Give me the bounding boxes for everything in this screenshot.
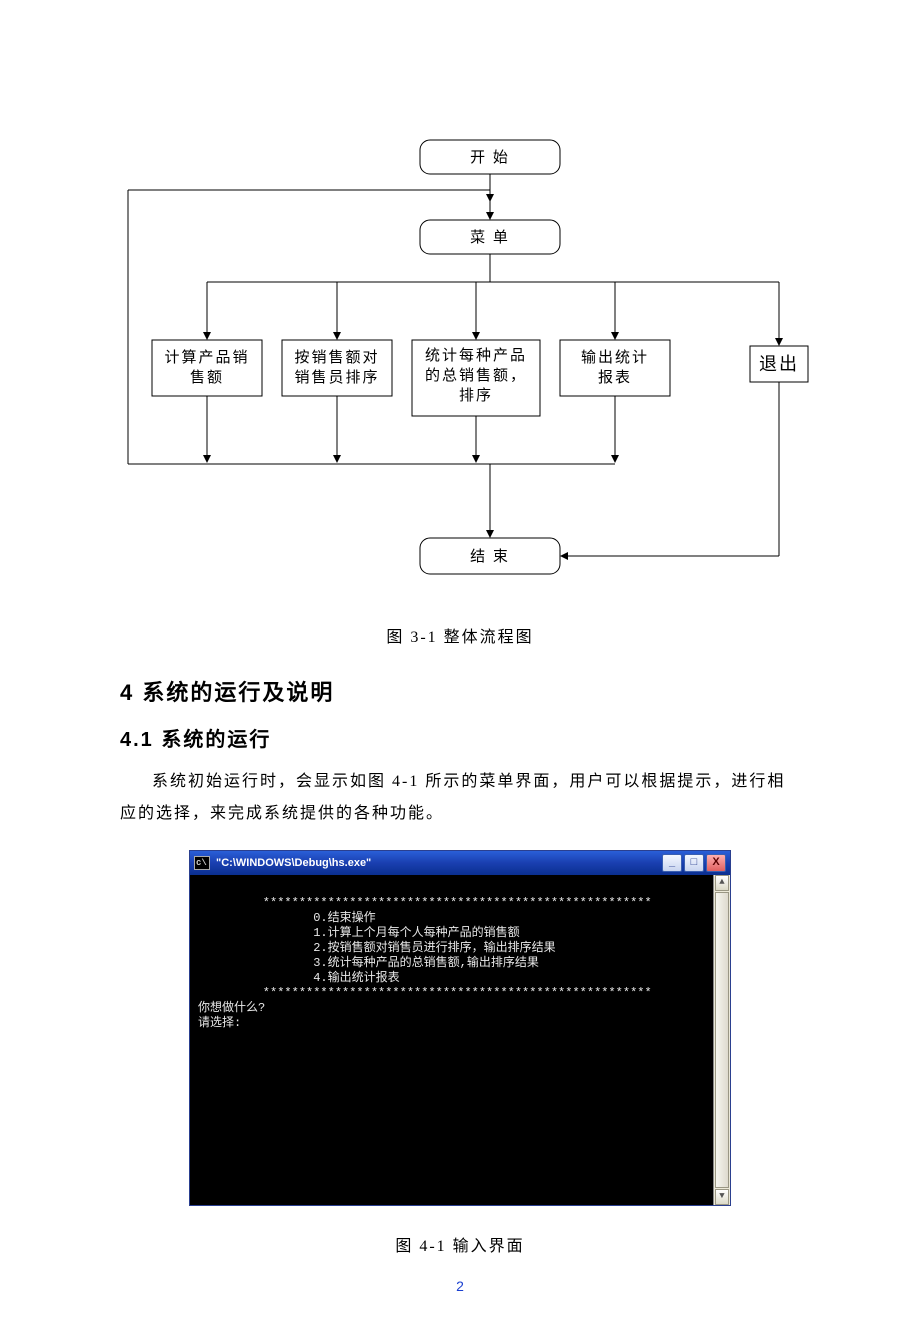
scroll-thumb[interactable] [715, 892, 729, 1188]
console-line: 1.计算上个月每个人每种产品的销售额 [198, 926, 520, 940]
console-line: ****************************************… [198, 986, 652, 1000]
console-line: ****************************************… [198, 896, 652, 910]
flow-node-end: 结 束 [470, 548, 510, 565]
section-heading: 4 系统的运行及说明 [120, 675, 800, 707]
close-button[interactable]: X [706, 854, 726, 872]
flow-node-stat-l3: 排序 [459, 387, 493, 404]
titlebar: c\ "C:\WINDOWS\Debug\hs.exe" _ □ X [190, 851, 730, 875]
subsection-heading: 4.1 系统的运行 [120, 723, 800, 752]
cmd-icon: c\ [194, 856, 210, 870]
console-body: ****************************************… [190, 875, 730, 1205]
console-line: 0.结束操作 [198, 911, 376, 925]
flowchart: 开 始 菜 单 计算产品销 售额 按销售额对 销售员排序 统计每种产品 的总销售… [120, 130, 810, 605]
body-paragraph: 系统初始运行时，会显示如图 4-1 所示的菜单界面，用户可以根据提示，进行相应的… [120, 766, 800, 830]
flow-node-sort-l2: 销售员排序 [294, 369, 379, 386]
flow-node-calc-l2: 售额 [190, 369, 224, 386]
console-line: 2.按销售额对销售员进行排序，输出排序结果 [198, 941, 556, 955]
console-line: 请选择: [198, 1016, 241, 1030]
page-number: 2 [0, 1278, 920, 1294]
flow-node-calc-l1: 计算产品销 [164, 348, 249, 366]
flow-node-exit: 退出 [759, 354, 799, 374]
console-line: 你想做什么? [198, 1001, 265, 1015]
console-line: 3.统计每种产品的总销售额,输出排序结果 [198, 956, 539, 970]
console-caption: 图 4-1 输入界面 [120, 1232, 800, 1256]
flow-node-menu: 菜 单 [470, 229, 510, 246]
flowchart-caption: 图 3-1 整体流程图 [120, 623, 800, 647]
console-line: 4.输出统计报表 [198, 971, 400, 985]
scroll-up-button[interactable]: ▲ [715, 875, 729, 891]
flow-node-stat-l2: 的总销售额， [425, 367, 527, 384]
window-title: "C:\WINDOWS\Debug\hs.exe" [216, 857, 371, 869]
flow-node-stat-l1: 统计每种产品 [425, 347, 527, 364]
scroll-down-button[interactable]: ▼ [715, 1189, 729, 1205]
maximize-button[interactable]: □ [684, 854, 704, 872]
console-window: c\ "C:\WINDOWS\Debug\hs.exe" _ □ X *****… [189, 850, 731, 1206]
flow-node-start: 开 始 [470, 149, 510, 166]
scrollbar[interactable]: ▲ ▼ [713, 875, 730, 1205]
flow-node-sort-l1: 按销售额对 [294, 349, 379, 366]
flow-node-report-l1: 输出统计 [581, 349, 649, 366]
minimize-button[interactable]: _ [662, 854, 682, 872]
flow-node-report-l2: 报表 [598, 369, 632, 386]
